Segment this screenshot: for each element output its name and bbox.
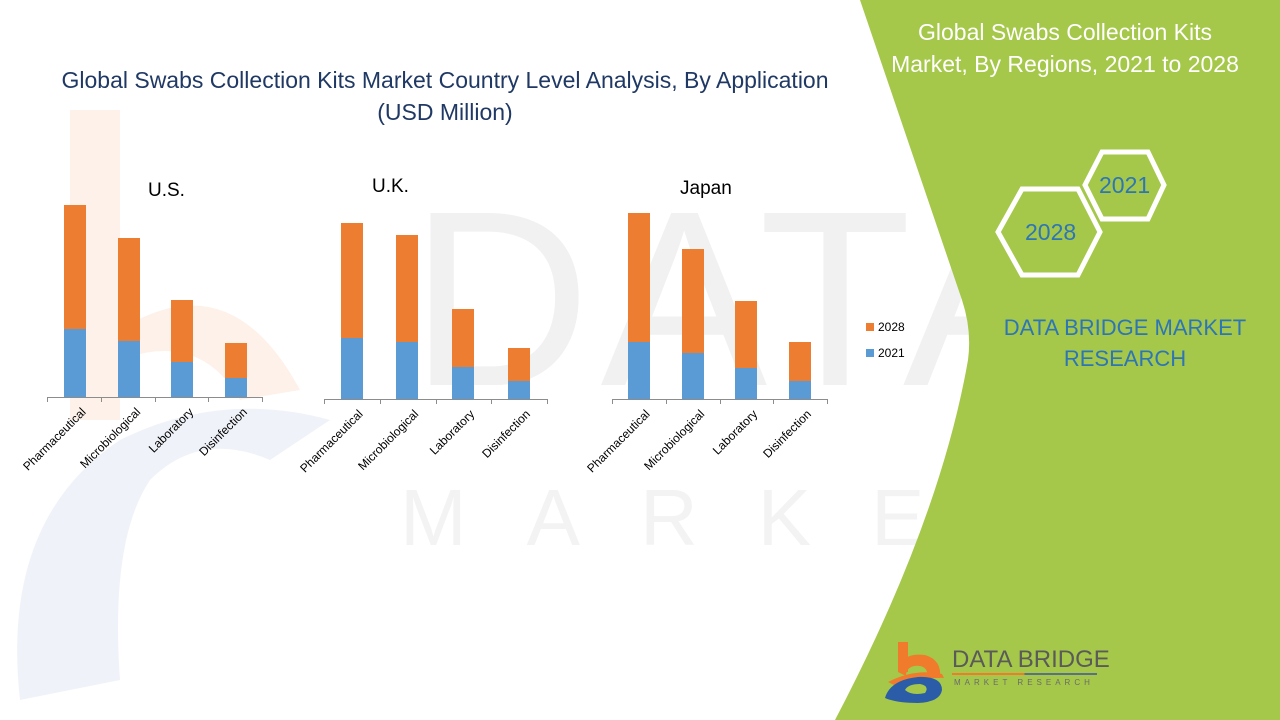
brand-line1: DATA BRIDGE MARKET <box>1003 315 1247 340</box>
bar-segment-2021 <box>789 381 811 399</box>
bar-us-microbiological <box>118 238 140 397</box>
side-title-line2: Market, By Regions, 2021 to 2028 <box>891 51 1239 77</box>
bar-segment-2028 <box>682 249 704 353</box>
watermark-d-shape <box>17 408 331 700</box>
bar-segment-2028 <box>118 238 140 341</box>
side-title-line1: Global Swabs Collection Kits <box>917 19 1213 45</box>
bar-segment-2028 <box>789 342 811 381</box>
legend-label-2021: 2021 <box>878 346 905 360</box>
bar-us-pharmaceutical <box>64 205 86 397</box>
main-title-line2: (USD Million) <box>377 99 513 125</box>
axis-tick <box>324 399 325 404</box>
logo-wordmark: DATA BRIDGE <box>952 646 1110 673</box>
bar-segment-2021 <box>735 368 757 399</box>
chart-main-title: Global Swabs Collection Kits Market Coun… <box>0 64 890 128</box>
bar-segment-2021 <box>341 338 363 399</box>
bar-segment-2021 <box>682 353 704 399</box>
data-bridge-logo-icon <box>885 642 944 703</box>
bar-segment-2021 <box>396 342 418 399</box>
bar-japan-laboratory <box>735 301 757 399</box>
legend-swatch-2021-icon <box>866 349 874 357</box>
axis-tick <box>547 399 548 404</box>
bar-segment-2028 <box>735 301 757 368</box>
axis-tick <box>435 399 437 404</box>
bar-segment-2028 <box>452 309 474 367</box>
bar-segment-2021 <box>64 329 86 397</box>
bar-segment-2021 <box>508 381 530 399</box>
green-panel <box>835 0 1280 720</box>
bar-uk-disinfection <box>508 348 530 399</box>
bar-japan-disinfection <box>789 342 811 399</box>
bar-us-laboratory <box>171 300 193 397</box>
axis-tick <box>100 397 102 402</box>
axis-tick <box>773 399 775 404</box>
legend-item-2028: 2028 <box>866 320 905 334</box>
bar-segment-2021 <box>452 367 474 399</box>
axis-tick <box>154 397 156 402</box>
logo-subtitle: MARKET RESEARCH <box>954 678 1094 687</box>
axis-tick <box>827 399 828 404</box>
hexagon-2028-icon <box>995 186 1103 278</box>
chart-title-us: U.S. <box>148 180 185 201</box>
bar-segment-2028 <box>171 300 193 362</box>
bar-uk-pharmaceutical <box>341 223 363 399</box>
chart-title-japan: Japan <box>680 178 732 199</box>
hexagon-2021-icon <box>1082 149 1167 222</box>
bar-segment-2028 <box>64 205 86 329</box>
side-panel-title: Global Swabs Collection Kits Market, By … <box>870 16 1260 80</box>
hex-label-2021: 2021 <box>1099 172 1151 198</box>
axis-tick <box>208 397 210 402</box>
axis-tick <box>262 397 263 402</box>
bar-uk-microbiological <box>396 235 418 399</box>
axis-tick <box>665 399 667 404</box>
bar-segment-2021 <box>225 378 247 397</box>
axis-tick <box>612 399 613 404</box>
brand-name: DATA BRIDGE MARKET RESEARCH <box>990 312 1260 374</box>
axis-tick <box>47 397 48 402</box>
hex-label-2028: 2028 <box>1025 219 1077 245</box>
bar-japan-pharmaceutical <box>628 213 650 399</box>
bar-segment-2028 <box>341 223 363 338</box>
bar-segment-2028 <box>508 348 530 381</box>
bar-segment-2021 <box>118 341 140 397</box>
axis-tick <box>719 399 721 404</box>
bar-uk-laboratory <box>452 309 474 399</box>
bar-segment-2028 <box>225 343 247 378</box>
bar-segment-2021 <box>628 342 650 399</box>
logo-underline <box>952 673 1097 675</box>
legend-label-2028: 2028 <box>878 320 905 334</box>
bar-us-disinfection <box>225 343 247 397</box>
bar-japan-microbiological <box>682 249 704 399</box>
bar-segment-2021 <box>171 362 193 397</box>
chart-title-uk: U.K. <box>372 176 409 197</box>
legend-item-2021: 2021 <box>866 346 905 360</box>
brand-line2: RESEARCH <box>1063 346 1187 371</box>
axis-tick <box>491 399 493 404</box>
main-title-line1: Global Swabs Collection Kits Market Coun… <box>61 67 829 93</box>
legend-swatch-2028-icon <box>866 323 874 331</box>
axis-tick <box>379 399 381 404</box>
bar-segment-2028 <box>396 235 418 342</box>
bar-segment-2028 <box>628 213 650 342</box>
